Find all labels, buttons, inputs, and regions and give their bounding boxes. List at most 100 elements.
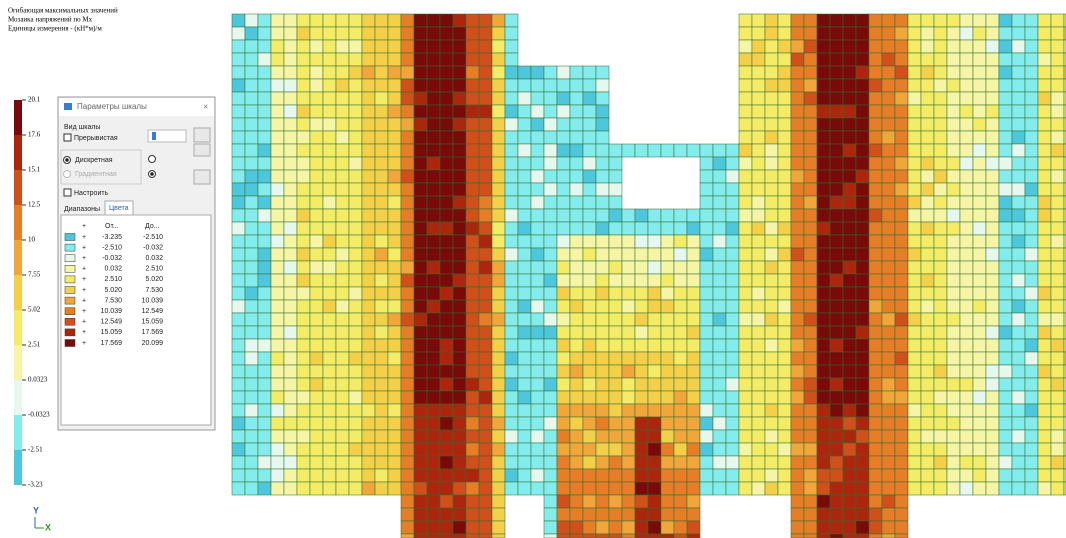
column-header: +	[82, 223, 86, 230]
mesh-cell	[804, 352, 817, 365]
tab[interactable]: Диапазоны	[64, 206, 100, 213]
mesh-cell	[375, 482, 388, 495]
axis-x-label: X	[45, 522, 51, 532]
tab[interactable]: Цвета	[109, 205, 129, 212]
mesh-cell	[674, 456, 687, 469]
mesh-cell	[518, 235, 531, 248]
mesh-cell	[687, 261, 700, 274]
mesh-cell	[453, 53, 466, 66]
scale-label: -3.23	[28, 481, 43, 489]
mesh-cell	[492, 404, 505, 417]
mesh-cell	[479, 235, 492, 248]
mesh-cell	[596, 339, 609, 352]
mesh-cell	[349, 144, 362, 157]
mesh-cell	[479, 339, 492, 352]
mesh-cell	[1012, 313, 1025, 326]
mesh-cell	[232, 326, 245, 339]
mesh-cell	[362, 40, 375, 53]
mesh-cell	[921, 183, 934, 196]
mesh-cell	[466, 144, 479, 157]
mesh-cell	[544, 105, 557, 118]
mesh-cell	[388, 222, 401, 235]
slider-thumb[interactable]	[152, 132, 156, 140]
mesh-cell	[752, 378, 765, 391]
mesh-cell	[375, 443, 388, 456]
mesh-cell	[882, 365, 895, 378]
tool-button[interactable]	[194, 170, 210, 184]
checkbox[interactable]	[64, 134, 71, 141]
mesh-cell	[843, 378, 856, 391]
mesh-cell	[505, 365, 518, 378]
mesh-cell	[388, 339, 401, 352]
mesh-cell	[1025, 157, 1038, 170]
mesh-cell	[661, 222, 674, 235]
radio[interactable]	[149, 156, 156, 163]
mesh-cell	[882, 469, 895, 482]
mesh-cell	[596, 261, 609, 274]
mesh-cell	[908, 391, 921, 404]
mesh-cell	[375, 66, 388, 79]
mesh-cell	[349, 14, 362, 27]
mesh-cell	[375, 300, 388, 313]
mesh-cell	[245, 196, 258, 209]
mesh-cell	[362, 53, 375, 66]
mesh-cell	[648, 235, 661, 248]
mesh-cell	[297, 417, 310, 430]
checkbox[interactable]	[64, 189, 71, 196]
mesh-cell	[427, 521, 440, 534]
close-button[interactable]: ×	[203, 101, 208, 111]
mesh-cell	[960, 339, 973, 352]
mesh-cell	[505, 378, 518, 391]
mesh-cell	[427, 40, 440, 53]
mesh-cell	[271, 443, 284, 456]
mesh-cell	[232, 287, 245, 300]
apply-button[interactable]	[194, 128, 210, 142]
row-from: 0.032	[104, 266, 122, 273]
mesh-cell	[622, 469, 635, 482]
mesh-cell	[986, 144, 999, 157]
mesh-cell	[986, 287, 999, 300]
mesh-cell	[336, 300, 349, 313]
mesh-cell	[921, 443, 934, 456]
mesh-cell	[323, 118, 336, 131]
mesh-cell	[817, 144, 830, 157]
help-button[interactable]	[194, 144, 210, 156]
radio-label[interactable]: Градиентная	[75, 171, 117, 178]
mesh-cell	[622, 417, 635, 430]
mesh-cell	[869, 430, 882, 443]
mesh-cell	[635, 430, 648, 443]
mesh-cell	[492, 131, 505, 144]
mesh-cell	[349, 391, 362, 404]
radio[interactable]	[64, 171, 71, 178]
mesh-cell	[375, 79, 388, 92]
mesh-cell	[726, 326, 739, 339]
mesh-cell	[232, 352, 245, 365]
scale-label: 17.6	[28, 131, 41, 139]
mesh-cell	[1012, 131, 1025, 144]
mesh-cell	[843, 365, 856, 378]
mesh-cell	[310, 391, 323, 404]
mesh-cell	[830, 417, 843, 430]
mesh-cell	[622, 300, 635, 313]
mesh-cell	[856, 456, 869, 469]
mesh-cell	[362, 313, 375, 326]
mesh-cell	[752, 235, 765, 248]
mesh-cell	[427, 235, 440, 248]
mesh-cell	[323, 170, 336, 183]
mesh-cell	[466, 378, 479, 391]
mesh-cell	[427, 456, 440, 469]
checkbox-label[interactable]: Настроить	[74, 190, 109, 197]
mesh-cell	[362, 274, 375, 287]
mesh-cell	[700, 144, 713, 157]
mesh-cell	[856, 508, 869, 521]
mesh-cell	[544, 404, 557, 417]
mesh-cell	[882, 248, 895, 261]
mesh-cell	[817, 287, 830, 300]
mesh-cell	[687, 534, 700, 538]
mesh-cell	[752, 170, 765, 183]
scale-label: 7.55	[28, 271, 41, 279]
radio-label[interactable]: Дискретная	[75, 157, 113, 164]
checkbox-label[interactable]: Прерывистая	[74, 135, 118, 142]
mesh-cell	[544, 391, 557, 404]
mesh-cell	[349, 430, 362, 443]
